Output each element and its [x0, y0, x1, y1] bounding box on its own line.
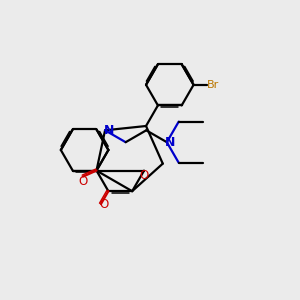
- Text: O: O: [78, 175, 88, 188]
- Text: O: O: [140, 169, 149, 182]
- Text: N: N: [103, 124, 114, 137]
- Text: Br: Br: [207, 80, 220, 90]
- Text: O: O: [99, 198, 109, 211]
- Text: N: N: [165, 136, 176, 149]
